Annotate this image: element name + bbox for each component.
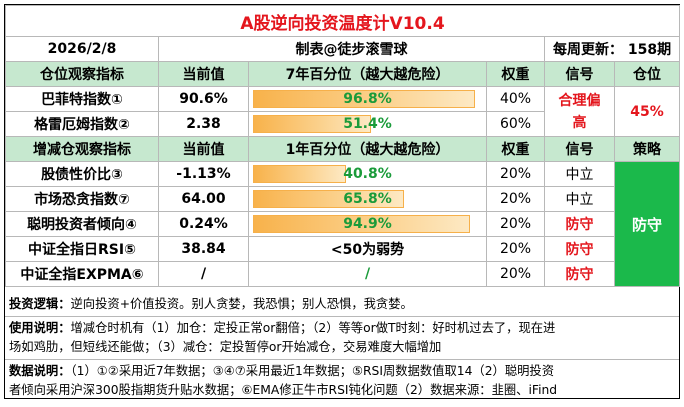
weight-cell: 20% [486, 186, 545, 212]
indicator-name: 市场恐贪指数⑦ [5, 186, 159, 212]
author-cell: 制表@徒步滚雪球 [158, 36, 545, 62]
table-row: 中证全指EXPMA⑥ / / 20% 防守 [5, 261, 680, 287]
data-note-cont: 者倾向采用沪深300股指期货升贴水数据；⑥EMA修正牛市RSI钝化问题（2）数据… [9, 381, 675, 400]
percentile-bar-cell: 65.8% [248, 186, 487, 212]
percentile-bar [253, 215, 470, 233]
percentile-label: 51.4% [343, 116, 392, 132]
header-weight: 权重 [486, 61, 545, 87]
indicator-value: 90.6% [158, 86, 249, 112]
indicator-name: 中证全指EXPMA⑥ [5, 261, 159, 287]
indicator-name: 格雷厄姆指数② [5, 111, 159, 137]
table-row: 巴菲特指数① 90.6% 96.8% 40% 合理偏高 45% [5, 86, 681, 137]
adjust-header-row: 增减仓观察指标 当前值 1年百分位（越大越危险） 权重 信号 策略 [5, 136, 681, 162]
page-title: A股逆向投资温度计V10.4 [4, 5, 681, 37]
indicator-value: / [158, 261, 249, 287]
position-header-row: 仓位观察指标 当前值 7年百分位（越大越危险） 权重 信号 仓位 [5, 61, 681, 87]
weight-cell: 20% [486, 236, 545, 262]
weight-cell: 20% [486, 161, 545, 187]
header-strategy: 策略 [613, 136, 681, 162]
indicator-value: 2.38 [158, 111, 249, 137]
percentile-label: 94.9% [343, 216, 392, 232]
weight-cell: 40% [486, 86, 545, 112]
weight-cell: 20% [486, 261, 545, 287]
thermometer-sheet: A股逆向投资温度计V10.4 2026/2/8 制表@徒步滚雪球 每周更新： 1… [4, 4, 681, 402]
header-weight: 权重 [486, 136, 545, 162]
header-position-indicator: 仓位观察指标 [5, 61, 159, 87]
percentile-label: 96.8% [343, 91, 392, 107]
indicator-name: 巴菲特指数① [5, 86, 159, 112]
indicator-table: A股逆向投资温度计V10.4 2026/2/8 制表@徒步滚雪球 每周更新： 1… [4, 5, 681, 287]
update-cell: 每周更新： 158期 [543, 36, 681, 62]
percentile-bar [253, 115, 371, 133]
indicator-value: 64.00 [158, 186, 249, 212]
usage-text-1: 增减仓时机有（1）加仓：定投正常or翻倍；（2）等等or做T时刻：好时机过去了，… [70, 321, 556, 335]
percentile-bar [253, 165, 346, 183]
table-row: 中证全指日RSI⑤ 38.84 <50为弱势 20% 防守 [5, 236, 680, 262]
header-current-value: 当前值 [158, 61, 249, 87]
signal-cell: 防守 [544, 236, 615, 262]
percentile-bar-cell: 96.8% [248, 86, 487, 112]
data-text-1: （1）①②采用近7年数据；③④⑦采用最近1年数据；⑤RSI周数据数值取14（2）… [70, 364, 555, 378]
indicator-name: 中证全指日RSI⑤ [5, 236, 159, 262]
signal-cell: 防守 [544, 261, 615, 287]
logic-label: 投资逻辑： [9, 297, 71, 311]
header-7y-percentile: 7年百分位（越大越危险） [248, 61, 487, 87]
signal-cell: 中立 [544, 186, 615, 212]
signal-text: 合理偏高 [558, 92, 601, 131]
divider [5, 316, 679, 317]
weight-cell: 60% [486, 111, 545, 137]
percentile-bar-cell: 94.9% [248, 211, 487, 237]
usage-label: 使用说明： [9, 321, 71, 335]
notes-section: 投资逻辑：逆向投资+价值投资。别人贪婪，我恐惧；别人恐惧，我贪婪。 使用说明：增… [5, 293, 679, 402]
indicator-value: -1.13% [158, 161, 249, 187]
percentile-bar [253, 90, 475, 108]
data-text-2: 者倾向采用沪深300股指期货升贴水数据；⑥EMA修正牛市RSI钝化问题（2）数据… [9, 383, 558, 397]
expma-percentile: / [248, 261, 487, 287]
data-label: 数据说明： [9, 364, 71, 378]
header-signal: 信号 [544, 61, 615, 87]
percentile-label: 40.8% [343, 166, 392, 182]
indicator-value: 0.24% [158, 211, 249, 237]
table-row: 股债性价比③ -1.13% 40.8% 20% 中立 防守 [5, 161, 681, 287]
header-signal: 信号 [544, 136, 615, 162]
header-adjust-indicator: 增减仓观察指标 [5, 136, 159, 162]
date-cell: 2026/2/8 [5, 36, 159, 62]
usage-note-cont: 场如鸡肋，但短线还能做；（3）减仓：定投暂停or开始减仓，交易难度大幅增加 [9, 338, 675, 357]
logic-text: 逆向投资+价值投资。别人贪婪，我恐惧；别人恐惧，我贪婪。 [70, 297, 413, 311]
position-value: 45% [613, 86, 681, 137]
usage-note: 使用说明：增减仓时机有（1）加仓：定投正常or翻倍；（2）等等or做T时刻：好时… [9, 319, 675, 338]
percentile-label: 65.8% [343, 191, 392, 207]
logic-note: 投资逻辑：逆向投资+价值投资。别人贪婪，我恐惧；别人恐惧，我贪婪。 [9, 295, 675, 314]
divider [5, 359, 679, 360]
indicator-name: 聪明投资者倾向④ [5, 211, 159, 237]
table-row: 聪明投资者倾向④ 0.24% 94.9% 20% 防守 [5, 211, 680, 237]
data-note: 数据说明：（1）①②采用近7年数据；③④⑦采用最近1年数据；⑤RSI周数据数值取… [9, 362, 675, 381]
percentile-bar-cell: 40.8% [248, 161, 487, 187]
weight-cell: 20% [486, 211, 545, 237]
signal-cell: 防守 [544, 211, 615, 237]
header-current-value: 当前值 [158, 136, 249, 162]
position-signal: 合理偏高 [544, 86, 615, 137]
rsi-threshold: <50为弱势 [248, 236, 487, 262]
percentile-bar [253, 190, 404, 208]
strategy-cell: 防守 [613, 161, 681, 287]
indicator-name: 股债性价比③ [5, 161, 159, 187]
signal-cell: 中立 [544, 161, 615, 187]
usage-text-2: 场如鸡肋，但短线还能做；（3）减仓：定投暂停or开始减仓，交易难度大幅增加 [9, 340, 442, 354]
header-1y-percentile: 1年百分位（越大越危险） [248, 136, 487, 162]
indicator-value: 38.84 [158, 236, 249, 262]
header-position: 仓位 [613, 61, 681, 87]
percentile-bar-cell: 51.4% [248, 111, 487, 137]
table-row: 格雷厄姆指数② 2.38 51.4% 60% [5, 111, 680, 137]
table-row: 市场恐贪指数⑦ 64.00 65.8% 20% 中立 [5, 186, 680, 212]
